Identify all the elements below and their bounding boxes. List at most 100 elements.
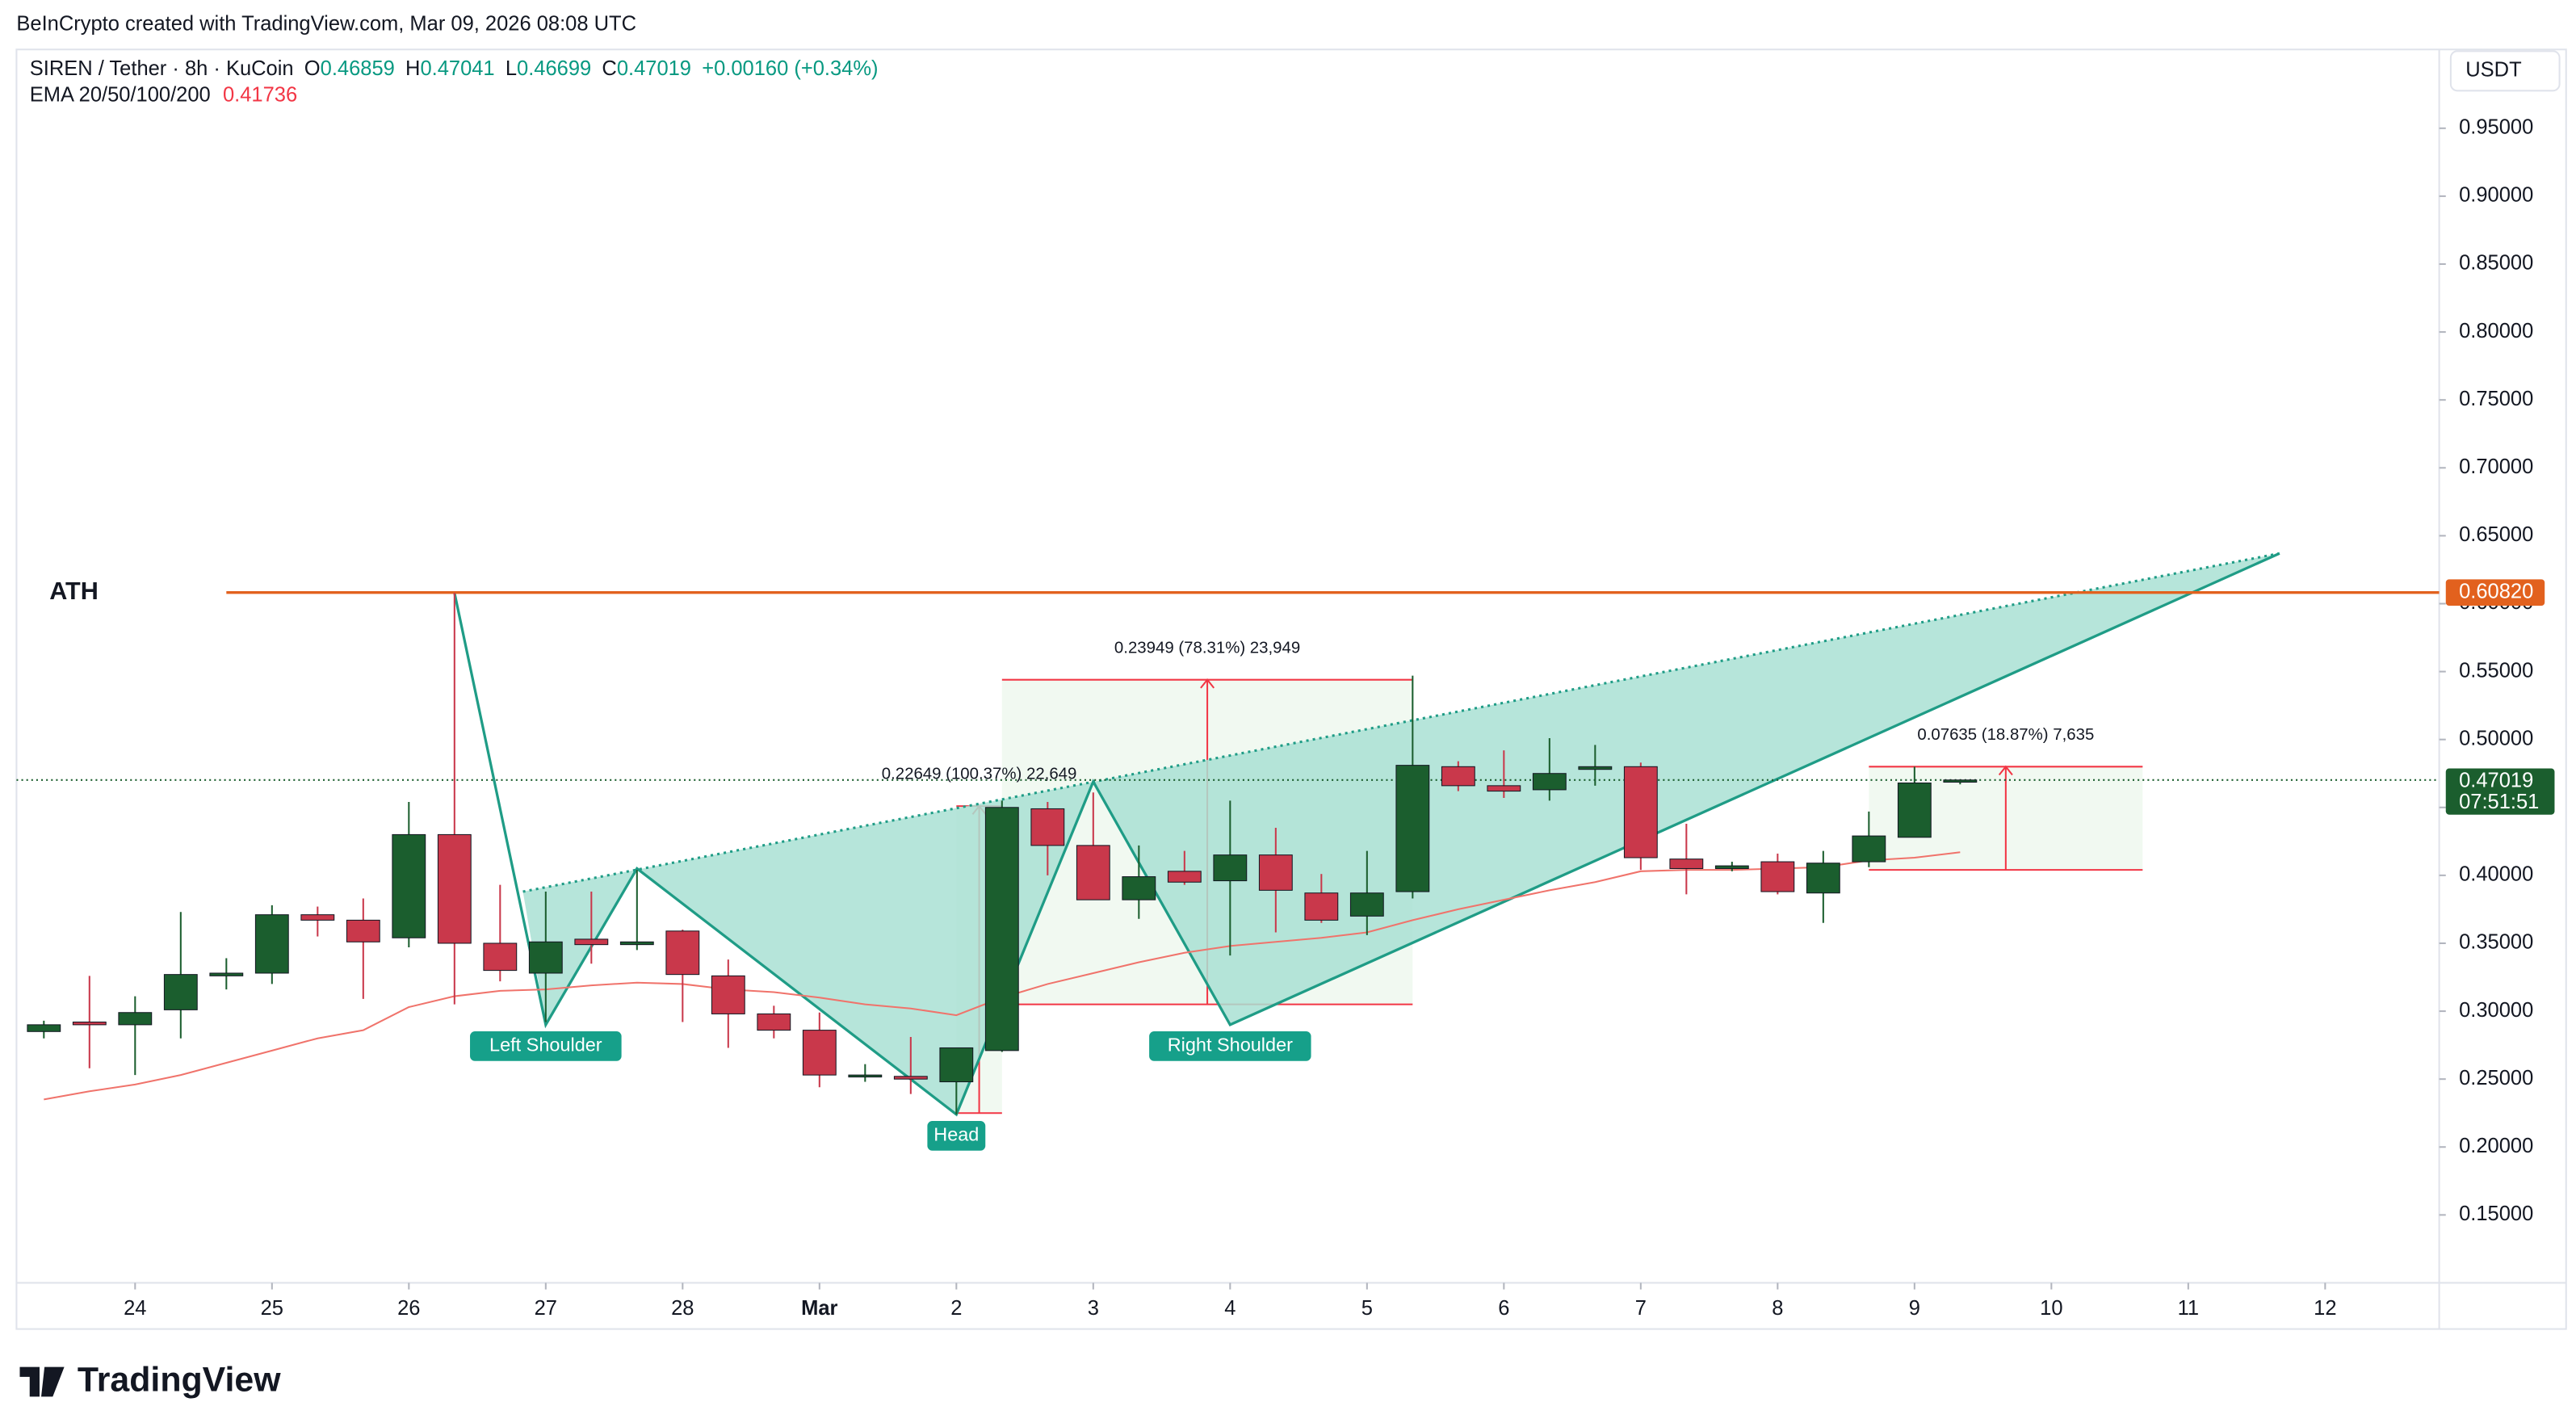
candle-body (1806, 863, 1840, 894)
y-tick-label: 0.70000 (2459, 455, 2533, 478)
measure-label: 0.22649 (100.37%) 22,649 (882, 766, 1077, 783)
pattern-label-box (1149, 1031, 1311, 1061)
candle-body (1897, 782, 1932, 838)
x-tick-label: 24 (124, 1297, 146, 1320)
x-tick-label: 10 (2040, 1297, 2062, 1320)
candle-body (1349, 892, 1384, 917)
candle-body (118, 1012, 153, 1026)
candle-body (1669, 858, 1704, 869)
x-tick-label: 25 (261, 1297, 283, 1320)
candle-body (1623, 766, 1658, 858)
currency[interactable]: USDT (2465, 59, 2521, 82)
candle-body (984, 807, 1019, 1052)
candle-body (1213, 854, 1248, 882)
candle-body (711, 975, 745, 1014)
ema-legend: EMA 20/50/100/200 0.41736 (30, 83, 297, 106)
candle-body (1852, 835, 1886, 863)
x-tick-label: 8 (1772, 1297, 1783, 1320)
candle-body (437, 833, 472, 944)
low-label: L (506, 57, 517, 79)
candle-body (1030, 808, 1065, 846)
symbol: SIREN / Tether · 8h · KuCoin (30, 57, 294, 79)
candle-body (893, 1076, 928, 1080)
chart-frame (15, 48, 2567, 1330)
candle-body (619, 941, 654, 946)
candle-body (1258, 854, 1293, 891)
last-badge-label: 0.47019 (2459, 770, 2533, 792)
plot (16, 552, 2440, 1117)
x-tick-label: 6 (1498, 1297, 1509, 1320)
candle-body (392, 833, 426, 938)
pattern-label: Left Shoulder (489, 1035, 602, 1056)
brand-icon (19, 1366, 65, 1397)
candle-body (802, 1030, 837, 1076)
candle-body (665, 930, 700, 976)
y-tick-label: 0.15000 (2459, 1203, 2533, 1225)
candle-body (483, 942, 518, 972)
y-tick-label: 0.40000 (2459, 863, 2533, 886)
y-tick-label: 0.25000 (2459, 1067, 2533, 1089)
open-label: O (304, 57, 321, 79)
pattern-label: Right Shoulder (1168, 1035, 1293, 1056)
measure-label: 0.23949 (78.31%) 23,949 (1114, 639, 1300, 657)
high-value: 0.47041 (420, 57, 494, 79)
ath-text: ATH (49, 577, 99, 605)
credit: BeInCrypto created with TradingView.com,… (16, 12, 636, 35)
ema-label: EMA 20/50/100/200 (30, 83, 211, 106)
brand-logo: TradingView (19, 1360, 281, 1399)
y-tick-label: 0.65000 (2459, 523, 2533, 546)
x-tick-label: Mar (801, 1297, 837, 1320)
ema-value: 0.41736 (223, 83, 297, 106)
x-tick-label: 26 (397, 1297, 420, 1320)
candle-body (757, 1013, 791, 1031)
candle-body (1304, 892, 1339, 921)
candle-body (1760, 861, 1795, 892)
x-tick-label: 3 (1088, 1297, 1099, 1320)
candle-body (574, 938, 609, 946)
candle-body (1395, 765, 1430, 892)
y-tick-label: 0.95000 (2459, 116, 2533, 139)
last-badge (2445, 768, 2555, 815)
countdown: 07:51:51 (2459, 791, 2539, 813)
candle-body (1578, 766, 1613, 770)
y-tick-label: 0.30000 (2459, 999, 2533, 1022)
candle-body (1532, 773, 1567, 791)
low-value: 0.46699 (517, 57, 591, 79)
open-value: 0.46859 (321, 57, 395, 79)
close-value: 0.47019 (617, 57, 691, 79)
x-tick-label: 4 (1224, 1297, 1236, 1320)
candle-body (1122, 876, 1156, 900)
candle-body (163, 974, 198, 1010)
x-tick-label: 27 (535, 1297, 557, 1320)
x-tick-label: 28 (671, 1297, 694, 1320)
x-tick-label: 7 (1635, 1297, 1647, 1320)
ath-badge-label: 0.60820 (2459, 580, 2533, 602)
pattern-label: Head (933, 1124, 979, 1145)
high-label: H (405, 57, 420, 79)
brand-name: TradingView (78, 1360, 281, 1399)
candle-body (1076, 845, 1110, 900)
x-tick-label: 12 (2314, 1297, 2336, 1320)
close-label: C (602, 57, 616, 79)
x-tick-label: 2 (950, 1297, 962, 1320)
measure-arrow (1998, 765, 2013, 871)
currency-button[interactable] (2449, 50, 2561, 92)
x-tick-label: 9 (1909, 1297, 1920, 1320)
ath-badge (2445, 579, 2545, 607)
symbol-legend: SIREN / Tether · 8h · KuCoin O0.46859 H0… (30, 57, 879, 79)
pattern-upper-line (522, 552, 2280, 893)
y-tick-label: 0.55000 (2459, 659, 2533, 682)
y-tick-label: 0.20000 (2459, 1135, 2533, 1157)
candle-body (528, 941, 563, 974)
candle-body (254, 914, 289, 974)
y-tick-label: 0.75000 (2459, 388, 2533, 410)
candle-body (1943, 779, 1978, 783)
y-tick-label: 0.80000 (2459, 320, 2533, 342)
y-tick-label: 0.90000 (2459, 184, 2533, 207)
candle-body (209, 972, 244, 976)
y-tick-label: 0.85000 (2459, 252, 2533, 275)
x-tick-label: 5 (1361, 1297, 1373, 1320)
x-tick-label: 11 (2178, 1297, 2199, 1320)
